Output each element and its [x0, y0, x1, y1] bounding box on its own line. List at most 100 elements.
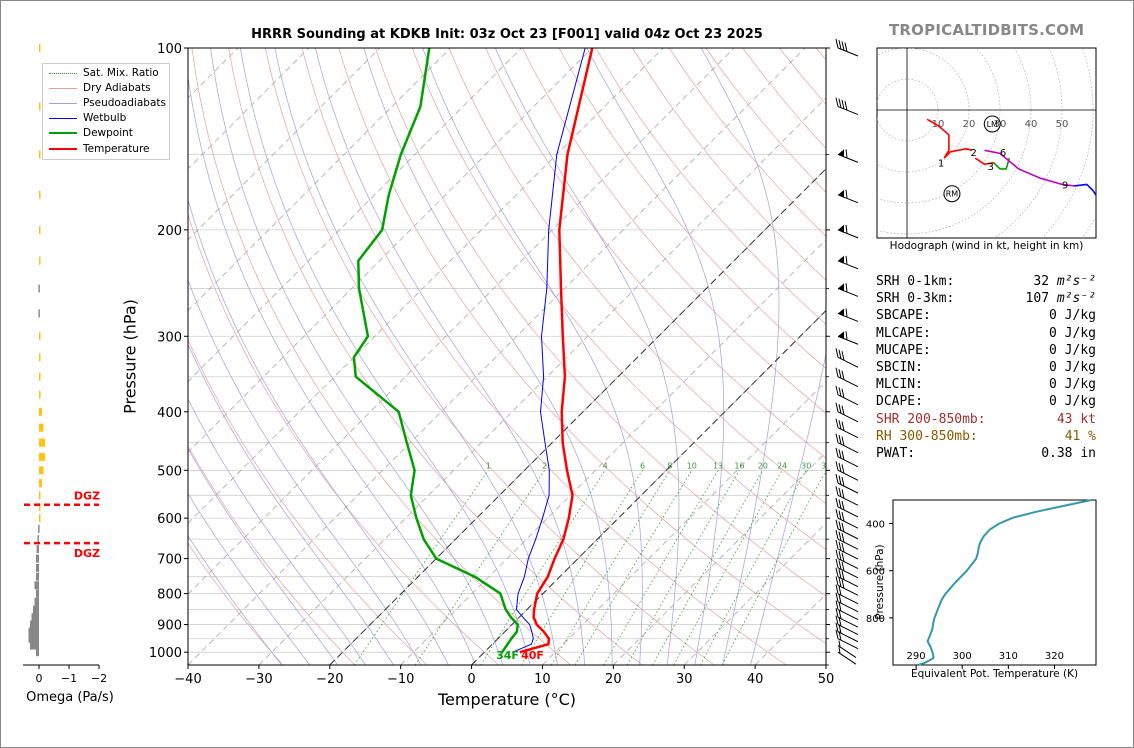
- dewpoint-line: [352, 48, 519, 653]
- temperature-line: [519, 48, 594, 654]
- stat-mlcape: MLCAPE: 0 J/kg: [876, 325, 1096, 341]
- omega-bar: [39, 390, 41, 399]
- mixing-ratio-line: [480, 470, 606, 665]
- omega-bar: [36, 589, 39, 598]
- x-tick-label: 40: [747, 672, 764, 687]
- y-tick-label: 100: [157, 42, 182, 57]
- wind-barb: [835, 97, 859, 116]
- omega-bar: [38, 309, 40, 318]
- dry-adiabat-line: [228, 48, 643, 665]
- isotherm-line: [613, 451, 826, 665]
- omega-tick-label: −2: [91, 672, 107, 685]
- legend: Sat. Mix. Ratio Dry Adiabats Pseudoadiab…: [42, 63, 170, 160]
- thetae-x-tick-label: 290: [907, 651, 926, 662]
- hodograph-ring-label: 10: [932, 119, 945, 130]
- pseudoadiabat-line: [274, 48, 556, 653]
- pseudoadiabat-line: [750, 652, 755, 665]
- pseudoadiabat-line: [271, 651, 282, 665]
- omega-bar: [36, 563, 39, 572]
- omega-bar: [39, 491, 41, 500]
- wind-barb: [837, 149, 859, 163]
- brand-watermark: TROPICALTIDBITS.COM: [889, 21, 1085, 39]
- omega-bar: [39, 438, 45, 447]
- stat-rh: RH 300-850mb: 41 %: [876, 428, 1096, 444]
- wind-barb: [835, 348, 859, 368]
- omega-bar: [39, 466, 44, 475]
- pseudoadiabat-line: [495, 48, 680, 653]
- thetae-x-label: Equivalent Pot. Temperature (K): [910, 668, 1079, 680]
- mixing-ratio-label: 8: [667, 461, 672, 470]
- storm-motion-marker: [943, 185, 961, 203]
- pseudoadiabat-line: [384, 652, 394, 665]
- mixing-ratio-line: [699, 470, 807, 665]
- y-tick-label: 300: [157, 330, 182, 345]
- pseudoadiabat-line: [666, 652, 670, 665]
- reference-isotherm: [471, 309, 826, 665]
- dgz-label: DGZ: [74, 547, 100, 560]
- dry-adiabat-line: [558, 48, 826, 369]
- wind-barb: [837, 224, 859, 239]
- legend-item-mix-ratio: Sat. Mix. Ratio: [49, 66, 159, 80]
- dry-adiabat-line: [188, 445, 356, 665]
- wind-barb: [835, 576, 859, 596]
- stat-dcape: DCAPE: 0 J/kg: [876, 394, 1096, 410]
- pseudoadiabat-line: [188, 74, 471, 653]
- hodograph-segment-3-6km: [993, 157, 1011, 170]
- omega-bar: [39, 256, 41, 265]
- thetae-x-tick-label: 300: [953, 651, 972, 662]
- pseudoadiabat-line: [753, 351, 826, 653]
- wind-barb: [837, 255, 859, 270]
- omega-bar: [39, 502, 41, 511]
- wind-barb: [837, 283, 859, 297]
- y-tick-label: 1000: [149, 646, 182, 661]
- pseudoadiabat-line: [299, 651, 311, 665]
- legend-item-dry-adiabats: Dry Adiabats: [49, 81, 151, 95]
- wind-barb: [835, 567, 859, 588]
- y-tick-label: 400: [157, 406, 182, 421]
- pseudoadiabat-line: [188, 343, 386, 653]
- isotherm-line: [188, 48, 735, 595]
- mixing-ratio-line: [574, 470, 693, 665]
- y-tick-label: 600: [157, 512, 182, 527]
- dry-adiabat-line: [338, 48, 826, 645]
- pseudoadiabat-line: [722, 652, 726, 665]
- x-tick-label: 10: [534, 672, 551, 687]
- omega-bar: [28, 627, 39, 636]
- thetae-y-label: Pressure (hPa): [874, 544, 886, 620]
- stats-panel: SRH 0-1km: 32 m²s⁻² SRH 0-3km: 107 m²s⁻² S…: [876, 273, 1096, 462]
- mixing-ratio-label: 4: [603, 461, 608, 470]
- y-tick-label: 800: [157, 588, 182, 603]
- omega-bar: [34, 597, 39, 606]
- wind-barb: [837, 647, 857, 665]
- mixing-ratio-line: [673, 470, 783, 665]
- hodograph-frame: [876, 47, 1097, 239]
- surface-temperature-label: 40F: [521, 649, 544, 662]
- omega-bar: [39, 332, 41, 341]
- omega-bar: [39, 225, 41, 234]
- dry-adiabat-line: [264, 48, 715, 665]
- y-tick-label: 500: [157, 464, 182, 479]
- hodograph-height-label: 2: [970, 148, 976, 159]
- mixing-ratio-label: 24: [777, 461, 787, 470]
- storm-motion-label: LM: [987, 120, 998, 129]
- mixing-ratio-label: 10: [687, 461, 697, 470]
- thetae-y-tick-label: 600: [866, 567, 885, 578]
- mixing-ratio-line: [353, 470, 489, 665]
- hodograph-height-label: 9: [1062, 180, 1068, 191]
- pseudoadiabat-line: [188, 279, 414, 653]
- dry-adiabat-line: [375, 48, 826, 597]
- mixing-ratio-label: 1: [486, 461, 491, 470]
- dry-adiabat-line: [191, 48, 571, 665]
- pseudoadiabat-line: [554, 652, 558, 665]
- thetae-y-tick-label: 800: [866, 614, 885, 625]
- wind-barb: [835, 622, 859, 643]
- omega-tick-label: −1: [61, 672, 77, 685]
- hodograph-ring-label: 40: [1025, 119, 1038, 130]
- omega-bar: [30, 620, 39, 629]
- wind-barb: [835, 385, 859, 406]
- isotherm-line: [683, 522, 826, 665]
- omega-bar: [34, 581, 39, 590]
- wind-barb: [835, 549, 859, 570]
- omega-tick-label: 0: [36, 672, 43, 685]
- stat-sbcin: SBCIN: 0 J/kg: [876, 360, 1096, 376]
